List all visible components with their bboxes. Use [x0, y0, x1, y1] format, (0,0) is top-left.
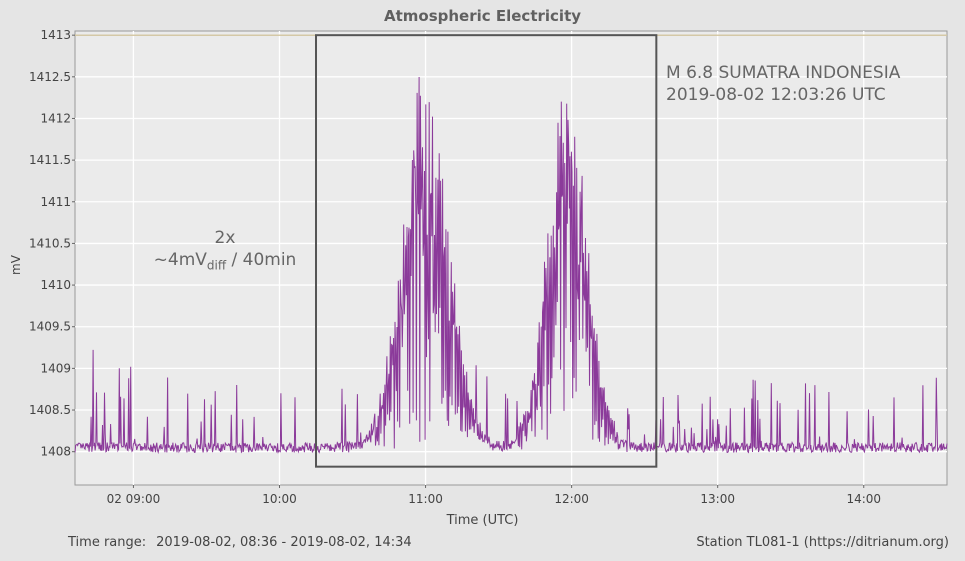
earthquake-name: M 6.8 SUMATRA INDONESIA [666, 63, 901, 83]
x-axis-label: Time (UTC) [446, 513, 519, 528]
plot-area [74, 30, 948, 486]
time-range-label: Time range: [68, 535, 147, 550]
grid-lines [75, 31, 947, 485]
y-tick-label: 1412.5 [29, 70, 71, 84]
x-tick-label: 13:00 [700, 492, 735, 506]
x-tick-label: 12:00 [554, 492, 589, 506]
earthquake-annotation: M 6.8 SUMATRA INDONESIA 2019-08-02 12:03… [666, 62, 900, 106]
earthquake-time: 2019-08-02 12:03:26 UTC [666, 85, 886, 105]
x-axis-ticks: 02 09:00 10:00 11:00 12:00 13:00 14:00 [107, 485, 881, 506]
x-tick-label: 11:00 [408, 492, 443, 506]
y-tick-label: 1412 [40, 111, 71, 125]
y-tick-label: 1411 [40, 195, 71, 209]
y-tick-label: 1409.5 [29, 320, 71, 334]
time-range: Time range: 2019-08-02, 08:36 - 2019-08-0… [68, 535, 412, 550]
y-tick-label: 1408 [40, 445, 71, 459]
y-tick-label: 1409 [40, 361, 71, 375]
y-axis-ticks: 1408 1408.5 1409 1409.5 1410 1410.5 1411 1411.5… [29, 28, 75, 459]
x-tick-label: 14:00 [846, 492, 881, 506]
chart-title: Atmospheric Electricity [383, 7, 582, 25]
amplitude-factor: 2x [214, 228, 236, 248]
x-tick-label: 10:00 [262, 492, 297, 506]
y-tick-label: 1413 [40, 28, 71, 42]
y-tick-label: 1411.5 [29, 153, 71, 167]
y-tick-label: 1410.5 [29, 236, 71, 250]
amplitude-rate: ~4mVdiff / 40min [153, 250, 297, 273]
y-tick-label: 1408.5 [29, 403, 71, 417]
time-range-value: 2019-08-02, 08:36 - 2019-08-02, 14:34 [156, 535, 412, 550]
series-line [74, 76, 948, 455]
amplitude-annotation: 2x ~4mVdiff / 40min [140, 227, 310, 276]
x-tick-label: 02 09:00 [107, 492, 161, 506]
y-tick-label: 1410 [40, 278, 71, 292]
station-credit: Station TL081-1 (https://ditrianum.org) [696, 535, 949, 550]
y-axis-label: mV [8, 255, 23, 275]
highlight-box [315, 34, 658, 468]
